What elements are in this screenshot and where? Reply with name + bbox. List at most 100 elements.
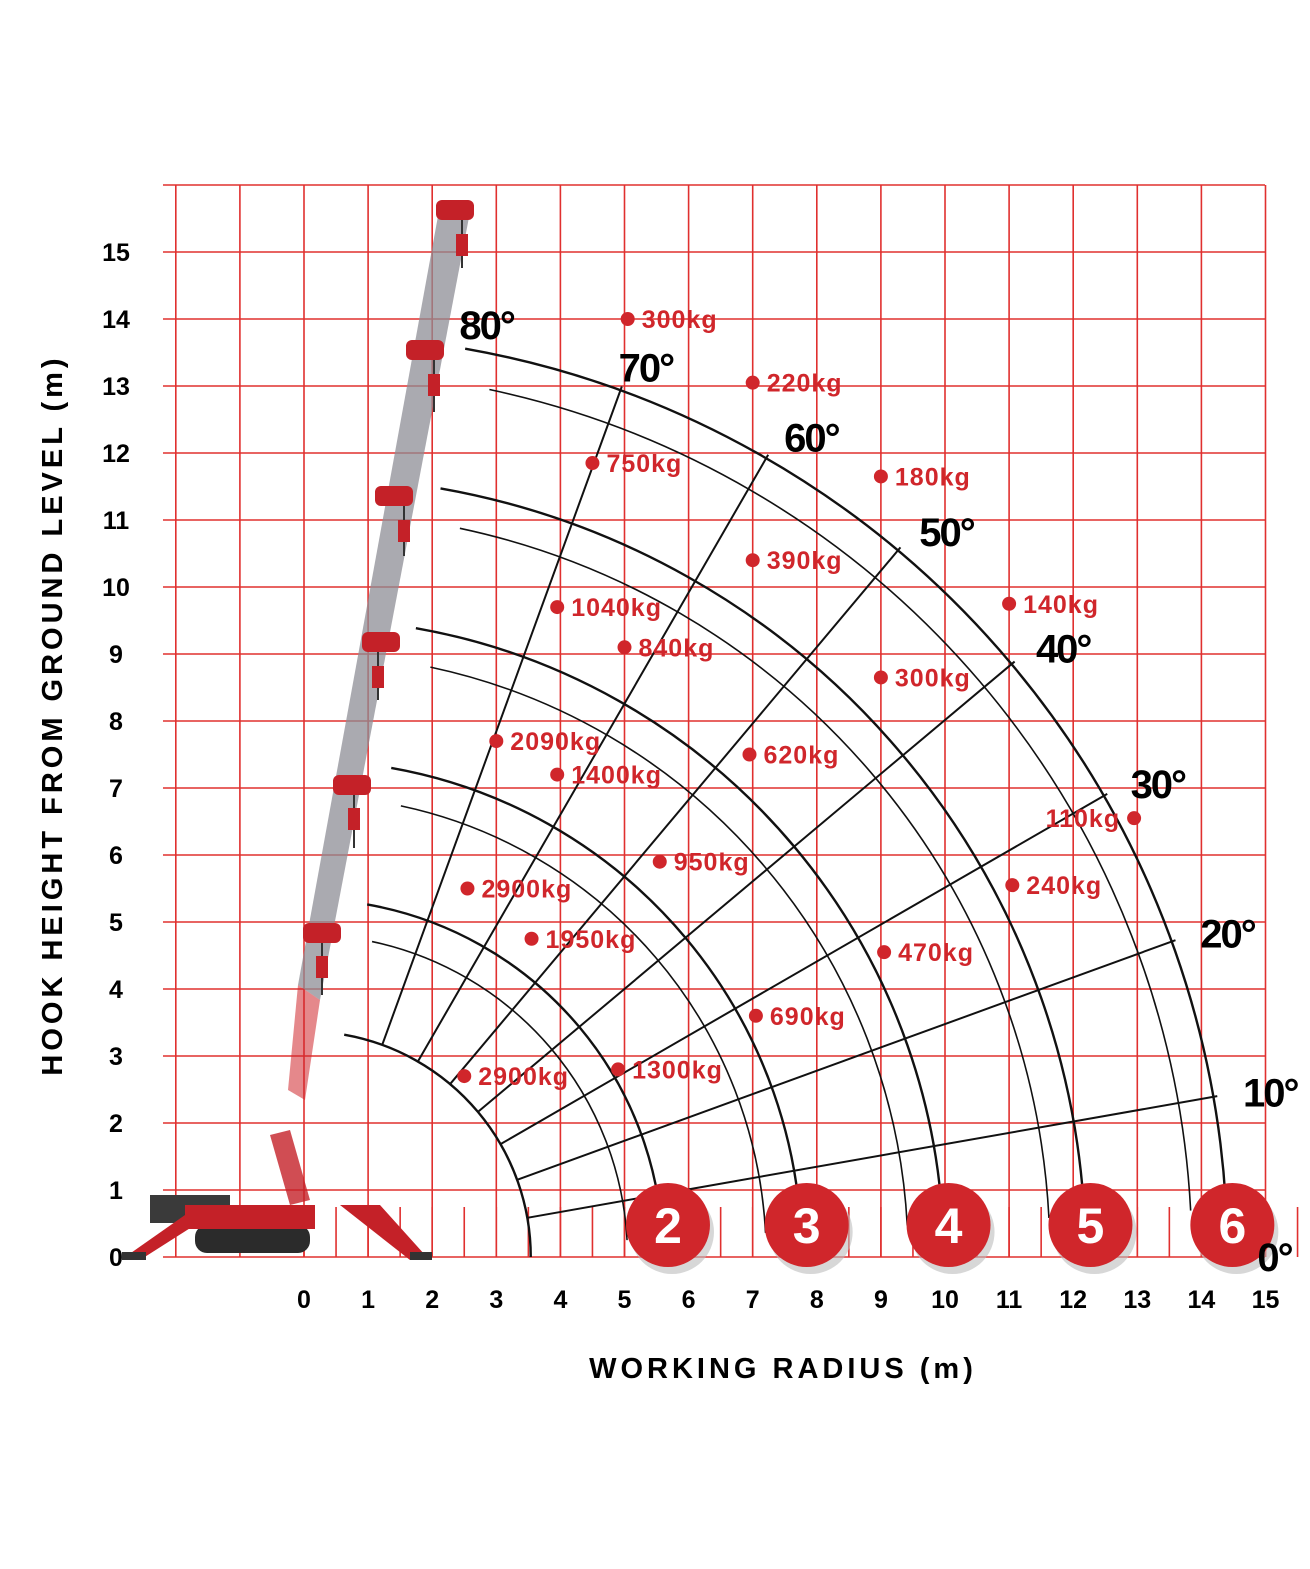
badge-number: 4	[935, 1198, 963, 1254]
load-label: 2900kg	[481, 876, 572, 904]
load-label: 620kg	[763, 742, 839, 770]
reach-arcs	[343, 347, 1229, 1258]
load-point	[1002, 596, 1017, 611]
load-label: 390kg	[767, 547, 843, 575]
y-tick-label: 5	[109, 909, 123, 937]
load-point	[745, 375, 760, 390]
load-point	[611, 1062, 626, 1077]
angle-label: 50°	[919, 511, 974, 555]
y-tick-label: 3	[109, 1043, 123, 1071]
angle-label: 10°	[1243, 1072, 1298, 1116]
x-tick-label: 7	[746, 1286, 760, 1314]
x-tick-label: 1	[361, 1286, 375, 1314]
boom-section-badge: 3	[764, 1183, 853, 1274]
badge-circle	[906, 1183, 991, 1267]
badge-circle	[625, 1183, 710, 1267]
boom-section-badges: 2 3 4 5 6	[625, 1183, 1279, 1274]
x-tick-label: 12	[1059, 1286, 1087, 1314]
x-tick-label: 8	[810, 1286, 824, 1314]
load-point	[617, 640, 632, 655]
load-label: 470kg	[898, 939, 974, 967]
load-label: 300kg	[895, 664, 971, 692]
load-label: 690kg	[770, 1003, 846, 1031]
load-label: 240kg	[1026, 872, 1102, 900]
load-label: 2090kg	[510, 728, 601, 756]
y-tick-label: 2	[109, 1110, 123, 1138]
hook-arc	[371, 940, 628, 1241]
y-axis-title: HOOK HEIGHT FROM GROUND LEVEL (m)	[37, 354, 69, 1075]
badge-circle	[764, 1183, 849, 1267]
load-point	[550, 767, 565, 782]
x-tick-label: 4	[553, 1286, 567, 1314]
y-tick-label: 9	[109, 641, 123, 669]
inner-reach-arc	[343, 1033, 532, 1258]
x-axis-title: WORKING RADIUS (m)	[589, 1353, 977, 1385]
y-tick-label: 14	[102, 306, 130, 334]
y-tick-label: 11	[103, 507, 130, 535]
angle-line	[516, 939, 1176, 1181]
hook-arc	[430, 666, 909, 1226]
hook-arc	[400, 805, 767, 1233]
load-label: 220kg	[767, 370, 843, 398]
boom-section-badge: 4	[906, 1183, 995, 1274]
x-tick-label: 15	[1252, 1286, 1280, 1314]
x-tick-label: 5	[618, 1286, 632, 1314]
load-point	[1127, 811, 1142, 826]
load-points: 2900kg 1300kg 1950kg 2900kg 950kg 690kg 470kg 2…	[457, 306, 1142, 1091]
hook-arc	[459, 527, 1050, 1219]
x-tick-label: 0	[297, 1286, 311, 1314]
badge-number: 3	[793, 1198, 821, 1254]
load-label: 180kg	[895, 463, 971, 491]
load-point	[585, 456, 600, 471]
badge-number: 6	[1218, 1198, 1246, 1254]
angle-labels: 80° 70° 60° 50° 40° 30° 20° 10° 0°	[459, 304, 1300, 1280]
badge-circle	[1190, 1183, 1275, 1267]
boom-section-badge: 2	[625, 1183, 714, 1274]
load-label: 300kg	[642, 306, 718, 334]
x-tick-label: 9	[874, 1286, 888, 1314]
load-point	[652, 854, 667, 869]
hook-arc	[489, 388, 1192, 1211]
badge-circle	[1048, 1183, 1133, 1267]
load-label: 1040kg	[571, 594, 662, 622]
angle-label: 60°	[784, 416, 839, 460]
angle-label: 40°	[1036, 628, 1091, 672]
load-label: 2900kg	[478, 1063, 569, 1091]
angle-line	[500, 792, 1108, 1145]
load-label: 1300kg	[632, 1056, 723, 1084]
load-point	[745, 553, 760, 568]
load-label: 950kg	[674, 849, 750, 877]
y-tick-label: 1	[109, 1177, 123, 1205]
angle-label: 30°	[1131, 763, 1186, 807]
load-label: 840kg	[639, 634, 715, 662]
load-point	[524, 931, 539, 946]
load-point	[460, 881, 475, 896]
angle-label: 80°	[459, 304, 514, 348]
y-tick-label: 8	[109, 708, 123, 736]
load-point	[748, 1008, 763, 1023]
load-point	[620, 312, 635, 326]
load-point	[742, 747, 757, 762]
x-tick-label: 6	[682, 1286, 696, 1314]
x-tick-label: 2	[425, 1286, 439, 1314]
load-point	[873, 670, 888, 685]
angle-label: 0°	[1257, 1236, 1292, 1280]
load-label: 110kg	[1046, 805, 1121, 833]
load-label: 750kg	[606, 450, 682, 478]
y-tick-label: 15	[102, 239, 130, 267]
angle-label: 70°	[619, 347, 674, 391]
y-tick-label: 10	[102, 574, 130, 602]
grid	[162, 184, 1299, 1258]
y-tick-label: 0	[109, 1244, 123, 1272]
badge-number: 2	[654, 1198, 682, 1254]
y-tick-label: 6	[109, 842, 123, 870]
angle-line	[381, 386, 623, 1046]
load-point	[457, 1069, 472, 1084]
y-tick-label: 7	[109, 775, 123, 803]
boom-section-badge: 6	[1190, 1183, 1279, 1274]
crane-base-icon	[122, 1130, 432, 1260]
boom-angle-lines	[381, 386, 1218, 1219]
angle-line	[417, 454, 770, 1062]
